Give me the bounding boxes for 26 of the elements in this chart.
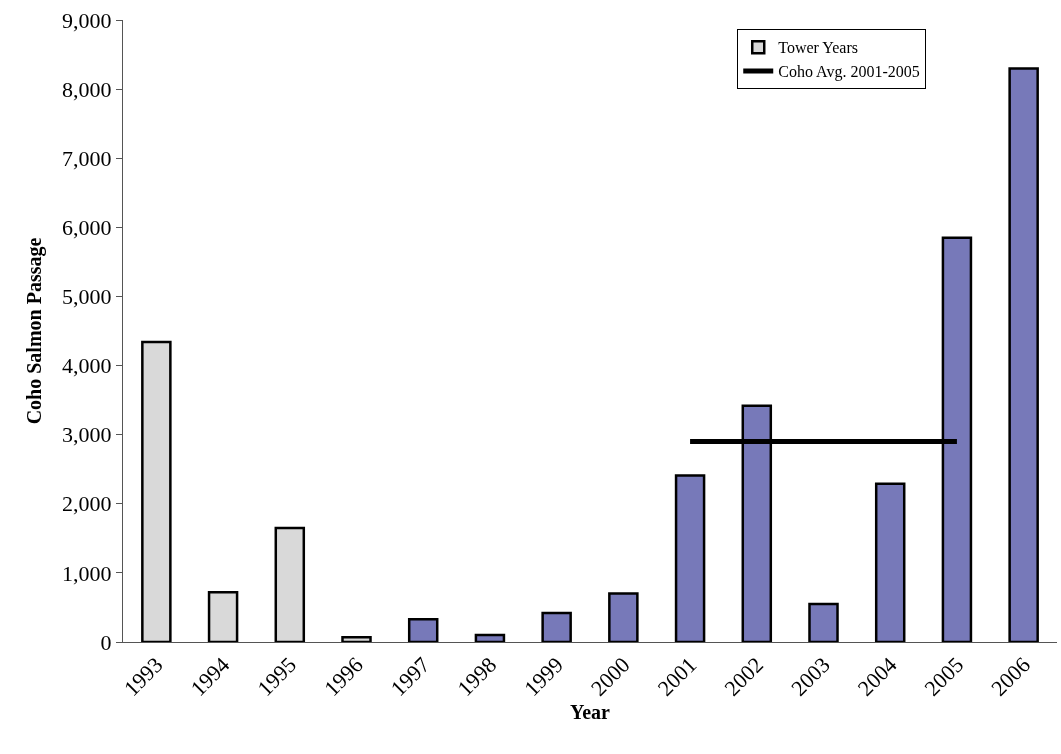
y-tick-label: 8,000: [62, 76, 112, 102]
bar: [808, 602, 839, 642]
y-tick-label: 3,000: [62, 422, 112, 448]
bar: [341, 635, 372, 642]
bar: [608, 592, 639, 642]
bar: [474, 633, 506, 642]
y-tick-label: 4,000: [62, 353, 112, 379]
y-tick-label: 9,000: [62, 7, 112, 33]
y-tick-label: 7,000: [62, 145, 112, 171]
y-tick-label: 2,000: [62, 491, 112, 517]
bar: [141, 340, 172, 642]
y-axis-title: Coho Salmon Passage: [22, 237, 46, 425]
bar: [274, 526, 306, 642]
bar: [541, 611, 572, 642]
bar: [674, 474, 706, 642]
legend-label: Coho Avg. 2001-2005: [778, 63, 920, 82]
legend-label: Tower Years: [778, 39, 859, 57]
y-tick-label: 6,000: [62, 215, 112, 241]
y-tick-label: 0: [100, 629, 112, 655]
bar: [1008, 67, 1039, 642]
bar: [874, 482, 906, 642]
bar: [207, 590, 239, 642]
y-tick-label: 5,000: [62, 284, 112, 310]
bar: [407, 617, 439, 642]
y-tick-label: 1,000: [62, 560, 112, 586]
x-axis-title: Year: [570, 700, 611, 723]
